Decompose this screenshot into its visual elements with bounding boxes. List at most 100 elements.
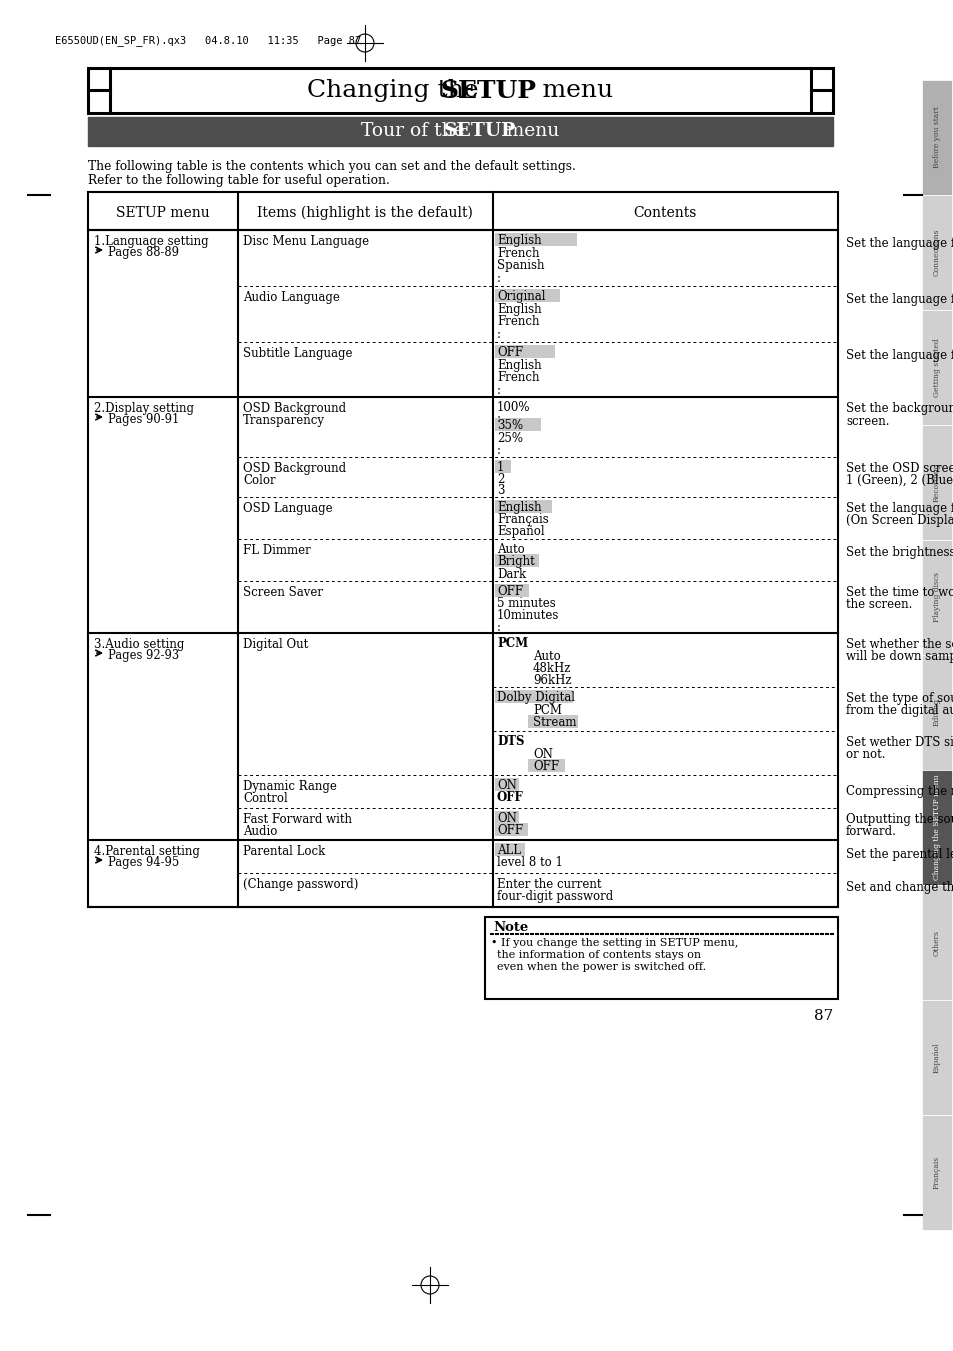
Text: :: : bbox=[497, 328, 500, 340]
Text: Before you start: Before you start bbox=[932, 107, 940, 169]
Text: OFF: OFF bbox=[497, 346, 522, 359]
Bar bbox=[921, 885, 951, 1000]
Text: Digital Out: Digital Out bbox=[243, 638, 308, 651]
Text: Dynamic Range: Dynamic Range bbox=[243, 780, 336, 793]
Text: 87: 87 bbox=[813, 1009, 832, 1023]
Bar bbox=[921, 195, 951, 309]
Text: Original: Original bbox=[497, 290, 545, 303]
Text: Set the background transparency of OSD: Set the background transparency of OSD bbox=[845, 403, 953, 415]
Text: • If you change the setting in SETUP menu,: • If you change the setting in SETUP men… bbox=[491, 938, 738, 948]
Text: OFF: OFF bbox=[497, 585, 522, 598]
Text: SETUP: SETUP bbox=[439, 78, 536, 103]
Text: Set the time to work the screen saver on: Set the time to work the screen saver on bbox=[845, 586, 953, 598]
Text: level 8 to 1: level 8 to 1 bbox=[497, 857, 562, 869]
Text: :: : bbox=[497, 384, 500, 397]
Text: Set the language for audio.: Set the language for audio. bbox=[845, 293, 953, 305]
Text: Set the OSD screen color.: Set the OSD screen color. bbox=[845, 462, 953, 476]
Text: Changing the SETUP menu: Changing the SETUP menu bbox=[932, 774, 940, 881]
Bar bbox=[921, 1115, 951, 1229]
Bar bbox=[495, 289, 559, 303]
Bar bbox=[88, 68, 832, 113]
Text: OFF: OFF bbox=[533, 761, 558, 773]
Text: Español: Español bbox=[497, 526, 544, 538]
Text: French: French bbox=[497, 372, 539, 384]
Text: even when the power is switched off.: even when the power is switched off. bbox=[497, 962, 705, 971]
Text: :: : bbox=[497, 621, 500, 634]
Text: SETUP: SETUP bbox=[443, 122, 516, 141]
Text: Pages 94-95: Pages 94-95 bbox=[108, 857, 179, 869]
Text: 48kHz: 48kHz bbox=[533, 662, 571, 676]
Text: Transparency: Transparency bbox=[243, 413, 325, 427]
Text: Set the parental level of your DVD discs.: Set the parental level of your DVD discs… bbox=[845, 848, 953, 861]
Text: Set wether DTS signal will be output: Set wether DTS signal will be output bbox=[845, 736, 953, 748]
Text: Audio: Audio bbox=[243, 825, 277, 838]
Text: Recording: Recording bbox=[932, 463, 940, 503]
Bar bbox=[495, 500, 552, 513]
Bar bbox=[495, 778, 518, 790]
Bar bbox=[495, 843, 524, 857]
Text: Français: Français bbox=[932, 1156, 940, 1189]
Bar bbox=[527, 759, 564, 771]
Text: 1: 1 bbox=[497, 461, 504, 474]
Text: Changing the        menu: Changing the menu bbox=[307, 80, 613, 103]
Text: Connections: Connections bbox=[932, 228, 940, 276]
Text: Set whether the sound recorded in 96kHz: Set whether the sound recorded in 96kHz bbox=[845, 638, 953, 651]
Bar bbox=[484, 917, 837, 998]
Text: English: English bbox=[497, 359, 541, 372]
Bar bbox=[495, 823, 527, 836]
Text: OSD Background: OSD Background bbox=[243, 462, 346, 476]
Text: :: : bbox=[497, 272, 500, 285]
Text: Audio Language: Audio Language bbox=[243, 290, 339, 304]
Text: Pages 92-93: Pages 92-93 bbox=[108, 648, 179, 662]
Bar bbox=[495, 584, 529, 597]
Text: 10minutes: 10minutes bbox=[497, 609, 558, 621]
Text: ON: ON bbox=[497, 812, 517, 825]
Text: the screen.: the screen. bbox=[845, 598, 911, 611]
Text: FL Dimmer: FL Dimmer bbox=[243, 544, 311, 557]
Bar bbox=[495, 690, 573, 703]
Text: Outputting the sound during play in fast: Outputting the sound during play in fast bbox=[845, 813, 953, 825]
Text: Compressing the range of sound volume.: Compressing the range of sound volume. bbox=[845, 785, 953, 798]
Text: The following table is the contents which you can set and the default settings.: The following table is the contents whic… bbox=[88, 159, 576, 173]
Bar bbox=[88, 192, 837, 230]
Bar bbox=[495, 554, 538, 567]
Text: or not.: or not. bbox=[845, 748, 884, 761]
Text: Auto: Auto bbox=[533, 650, 560, 663]
Text: Set the language for disc menu.: Set the language for disc menu. bbox=[845, 236, 953, 250]
Bar bbox=[921, 770, 951, 885]
Text: forward.: forward. bbox=[845, 825, 896, 838]
Text: Editing: Editing bbox=[932, 698, 940, 727]
Text: 5 minutes: 5 minutes bbox=[497, 597, 556, 611]
Text: OFF: OFF bbox=[497, 790, 523, 804]
Text: 96kHz: 96kHz bbox=[533, 674, 571, 688]
Bar bbox=[921, 426, 951, 540]
Bar bbox=[921, 1000, 951, 1115]
Text: the information of contents stays on: the information of contents stays on bbox=[497, 950, 700, 961]
Text: Set the language for OSD: Set the language for OSD bbox=[845, 503, 953, 515]
Text: Français: Français bbox=[497, 513, 548, 526]
Text: Pages 88-89: Pages 88-89 bbox=[108, 246, 179, 259]
Text: Note: Note bbox=[493, 921, 528, 934]
Text: 2.Display setting: 2.Display setting bbox=[94, 403, 193, 415]
Text: Others: Others bbox=[932, 929, 940, 955]
Text: Playing discs: Playing discs bbox=[932, 573, 940, 623]
Text: Español: Español bbox=[932, 1042, 940, 1073]
Text: English: English bbox=[497, 303, 541, 316]
Text: ALL: ALL bbox=[497, 844, 520, 857]
Text: French: French bbox=[497, 315, 539, 328]
Text: 3: 3 bbox=[497, 484, 504, 497]
Text: Tour of the       menu: Tour of the menu bbox=[360, 122, 558, 141]
Bar bbox=[88, 230, 837, 907]
Text: Dolby Digital: Dolby Digital bbox=[497, 690, 575, 704]
Text: (On Screen Display).: (On Screen Display). bbox=[845, 513, 953, 527]
Text: Spanish: Spanish bbox=[497, 259, 544, 272]
Text: E6550UD(EN_SP_FR).qx3   04.8.10   11:35   Page 87: E6550UD(EN_SP_FR).qx3 04.8.10 11:35 Page… bbox=[55, 35, 361, 46]
Text: :: : bbox=[497, 444, 500, 457]
Bar bbox=[921, 80, 951, 195]
Bar bbox=[495, 345, 555, 358]
Text: screen.: screen. bbox=[845, 415, 888, 428]
Text: Set the type of sound signal which outputs: Set the type of sound signal which outpu… bbox=[845, 692, 953, 705]
Text: Auto: Auto bbox=[497, 543, 524, 557]
Text: 4.Parental setting: 4.Parental setting bbox=[94, 844, 200, 858]
Text: Stream: Stream bbox=[533, 716, 576, 730]
